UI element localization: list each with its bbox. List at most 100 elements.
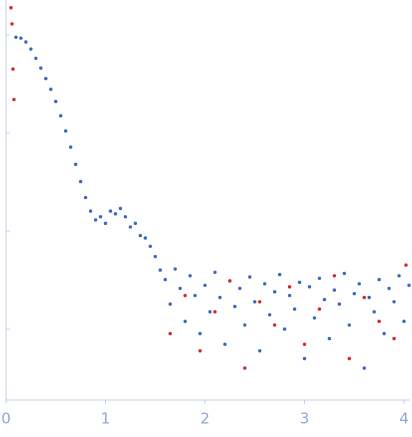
data-point [193,293,197,298]
data-point [173,267,177,271]
data-point [407,283,411,287]
data-point [377,319,381,324]
data-point [317,307,322,311]
data-point [29,47,33,51]
data-point [98,215,103,219]
data-point [238,286,242,291]
data-point [49,87,53,91]
data-point [118,206,123,211]
data-point [10,22,14,26]
data-point [138,233,143,238]
x-tick-label: 1 [101,410,111,428]
data-point [178,286,182,291]
data-point [387,286,391,291]
data-point [78,179,83,184]
data-point [243,366,247,370]
data-point [64,129,68,133]
data-point [83,195,88,200]
data-point [322,297,327,302]
data-point [372,310,376,314]
x-tick-label: 2 [200,410,210,428]
data-point [352,291,356,296]
data-point [287,285,292,289]
data-point [347,356,351,361]
data-point [73,162,78,167]
data-point [332,274,337,278]
data-point [233,304,237,309]
data-point [248,275,252,279]
data-point [183,293,187,298]
data-point [367,295,371,300]
data-point [198,331,202,336]
data-point [312,316,317,320]
data-point [113,212,118,216]
data-point [59,114,63,118]
data-point [272,323,277,327]
data-point [168,302,172,306]
data-point [128,225,133,229]
data-point [287,293,292,298]
data-point [203,283,207,287]
data-point [362,366,366,370]
data-point [263,282,267,286]
x-tick-label: 0 [1,410,11,428]
data-point [108,209,113,213]
data-point [68,145,73,149]
data-point [213,310,217,314]
data-point [302,356,307,361]
data-point [208,310,212,314]
data-point [297,280,302,285]
data-point [218,295,222,300]
data-point [133,221,138,226]
data-point [14,35,18,39]
data-point [168,331,172,336]
data-point [402,319,406,324]
data-point [332,288,337,292]
data-point [307,285,312,289]
data-point [258,349,262,353]
data-point [9,6,13,10]
data-point [362,295,366,300]
data-point [213,270,217,274]
data-point [302,342,307,346]
data-point [377,277,381,282]
data-point [143,236,148,240]
data-point [347,323,351,327]
data-point [397,274,401,278]
data-point [19,36,23,40]
data-point [272,290,277,294]
data-point [282,327,287,331]
data-point [258,300,262,304]
data-point [123,215,128,219]
data-point [404,263,408,267]
data-point [342,271,347,276]
data-point [44,76,48,81]
data-point [39,66,43,70]
data-point [228,279,232,283]
data-point [34,56,38,60]
data-point [337,302,342,306]
x-tick-label: 3 [300,410,310,428]
data-point [93,218,98,222]
data-point [357,282,361,286]
data-point [12,97,16,102]
data-point [24,40,28,44]
data-point [253,300,257,304]
data-point [292,307,297,311]
data-point [153,254,157,259]
data-point [183,319,187,324]
data-point [88,209,93,213]
data-point [188,274,192,278]
data-point [382,331,386,336]
data-point [267,313,272,317]
data-point [317,276,322,280]
data-point [163,277,167,282]
data-point [243,323,247,327]
x-tick-label: 4 [399,410,409,428]
data-point [158,268,162,272]
data-point [54,99,58,104]
data-point [223,342,227,346]
data-point [11,67,15,71]
data-point [103,221,108,226]
